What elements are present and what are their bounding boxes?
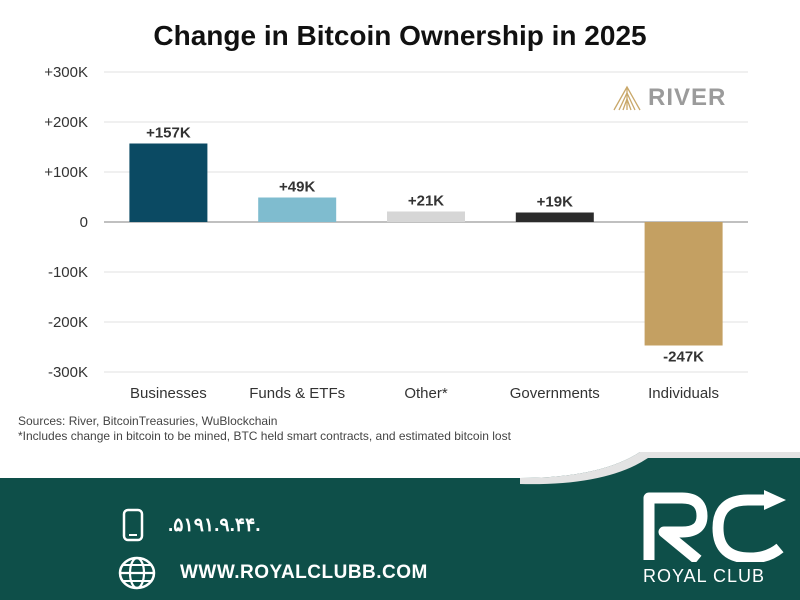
data-label: +49K (279, 179, 315, 196)
y-tick-label: +300K (44, 64, 88, 81)
chart-title: Change in Bitcoin Ownership in 2025 (153, 20, 647, 51)
value-labels: +157K +49K +21K +19K -247K (146, 125, 704, 366)
x-tick-label: Funds & ETFs (249, 385, 345, 402)
website-contact: WWW.ROYALCLUBB.COM (118, 556, 428, 590)
footer-banner (0, 452, 800, 600)
river-mountain-icon (613, 85, 641, 111)
footnote-line: *Includes change in bitcoin to be mined,… (18, 429, 511, 443)
bar-chart: +300K +200K +100K 0 -100K -200K -300K +157K +49… (44, 64, 748, 402)
data-label: +19K (537, 194, 573, 211)
y-tick-label: -300K (48, 364, 88, 381)
x-tick-label: Governments (510, 385, 600, 402)
bar-governments (515, 212, 594, 222)
bar-other (387, 211, 465, 222)
river-logo-text: RIVER (648, 84, 727, 111)
y-tick-label: -100K (48, 264, 88, 281)
gridlines (104, 71, 748, 373)
y-axis-ticks: +300K +200K +100K 0 -100K -200K -300K (44, 64, 88, 381)
globe-icon (118, 556, 156, 590)
royal-club-logo-icon (643, 490, 786, 562)
x-tick-label: Businesses (130, 385, 207, 402)
phone-number: .۵۱۹۱.۹.۴۴. (168, 514, 261, 536)
footer-background (0, 452, 800, 600)
sources-line: Sources: River, BitcoinTreasuries, WuBlo… (18, 414, 278, 428)
x-axis-ticks: Businesses Funds & ETFs Other* Governments I… (130, 385, 719, 402)
data-label: -247K (663, 349, 704, 366)
phone-contact: .۵۱۹۱.۹.۴۴. (122, 508, 261, 542)
bars (129, 143, 723, 346)
y-tick-label: -200K (48, 314, 88, 331)
phone-icon (122, 508, 144, 542)
bar-businesses (129, 143, 208, 222)
website-url: WWW.ROYALCLUBB.COM (180, 562, 428, 583)
x-tick-label: Other* (404, 385, 448, 402)
river-logo: RIVER (612, 84, 726, 112)
y-tick-label: +100K (44, 164, 88, 181)
data-label: +157K (146, 125, 191, 142)
y-tick-label: 0 (80, 214, 88, 231)
bar-individuals (644, 222, 723, 346)
bar-funds-etfs (258, 197, 337, 222)
x-tick-label: Individuals (648, 385, 719, 402)
company-name: ROYAL CLUB (643, 566, 766, 586)
data-label: +21K (408, 193, 444, 210)
y-tick-label: +200K (44, 114, 88, 131)
sources-note: Sources: River, BitcoinTreasuries, WuBlo… (18, 414, 511, 444)
